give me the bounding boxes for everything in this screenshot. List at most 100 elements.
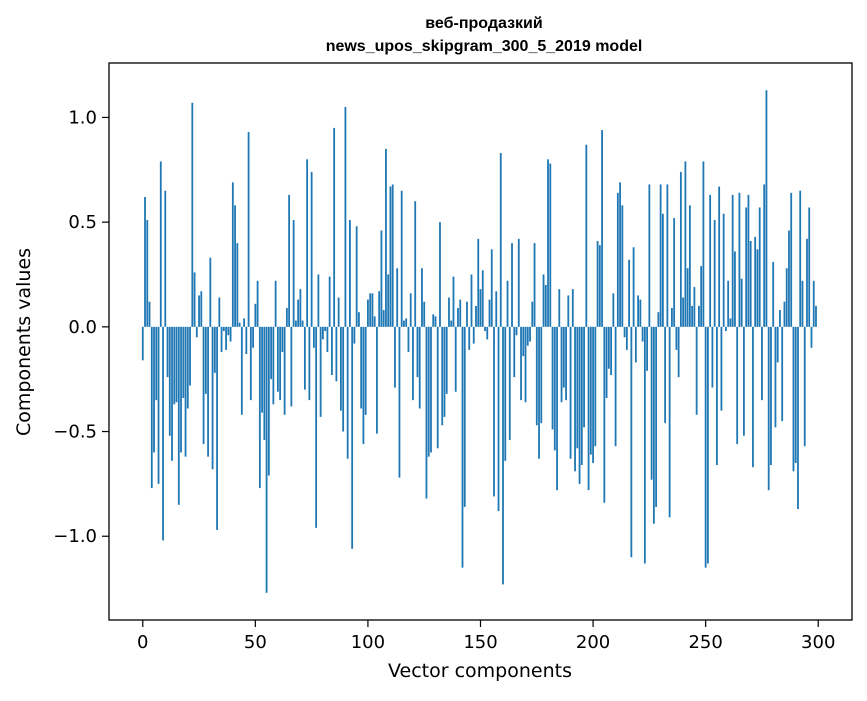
bar [427, 326, 430, 457]
bar [430, 326, 432, 453]
bar [153, 326, 155, 453]
bar [790, 192, 793, 327]
bar [141, 326, 144, 361]
bar [632, 247, 635, 327]
bar [709, 194, 712, 327]
bar [623, 326, 626, 338]
bar [650, 326, 653, 480]
bar [454, 326, 457, 392]
bar [481, 270, 484, 327]
bar [328, 276, 331, 327]
bar [679, 171, 682, 327]
bar [279, 326, 282, 401]
bar [301, 320, 304, 327]
bar [218, 297, 221, 327]
bar [186, 326, 189, 409]
y-tick-label: −1.0 [53, 526, 97, 547]
bar [673, 217, 676, 327]
bar [511, 243, 513, 327]
bar [668, 326, 671, 518]
bar [754, 236, 757, 327]
bar [553, 326, 556, 451]
bar [360, 326, 363, 409]
bar [479, 289, 482, 327]
bar [267, 326, 270, 476]
bar [783, 301, 786, 327]
bar [184, 326, 187, 457]
bar [403, 320, 405, 327]
bar [216, 326, 218, 530]
bar [285, 308, 288, 327]
bar [529, 326, 531, 342]
bar [801, 280, 804, 327]
bar [803, 326, 806, 447]
bar [303, 326, 306, 390]
bar [493, 326, 495, 497]
bar [702, 161, 705, 327]
bar [630, 326, 633, 558]
bar [556, 326, 558, 491]
bar [713, 220, 716, 327]
bar [238, 322, 241, 327]
bar [385, 148, 387, 327]
bar [222, 326, 225, 332]
bar [202, 326, 205, 445]
bar [324, 326, 327, 332]
bar [439, 222, 441, 327]
bar [394, 326, 396, 388]
bar [288, 194, 291, 327]
bar [337, 297, 340, 327]
bar [578, 326, 581, 484]
bar [610, 326, 612, 375]
bar [425, 326, 428, 499]
bar [598, 245, 601, 327]
bar [200, 291, 203, 327]
bar [763, 184, 766, 327]
bar [466, 301, 468, 327]
bar [761, 326, 763, 401]
bar [335, 326, 338, 382]
bar [806, 238, 808, 327]
bar [256, 280, 259, 327]
bar [373, 316, 376, 327]
bar [351, 326, 354, 549]
bar [396, 268, 399, 327]
bar [236, 243, 239, 327]
bar [601, 130, 603, 327]
bar [670, 308, 673, 327]
bar [229, 326, 232, 342]
bar [364, 326, 367, 415]
bar [376, 326, 378, 434]
bar [182, 326, 185, 399]
bar [758, 207, 761, 327]
bar [752, 326, 754, 468]
bar [634, 326, 637, 363]
bar [245, 326, 248, 355]
bar [720, 326, 723, 411]
bar [517, 238, 520, 327]
bar [495, 291, 498, 327]
bar [621, 205, 624, 327]
bar [486, 326, 489, 340]
bar [472, 326, 475, 344]
bar [254, 303, 257, 327]
bar [358, 312, 360, 327]
bar [666, 184, 669, 327]
bar [164, 190, 167, 327]
bar [468, 326, 471, 350]
bar [580, 326, 583, 466]
bar [677, 326, 680, 378]
x-tick-label: 300 [801, 632, 835, 653]
bar [344, 106, 347, 327]
bar [772, 261, 775, 327]
bar [797, 326, 799, 510]
bar [180, 326, 182, 453]
x-axis-label: Vector components [388, 660, 572, 682]
bar [711, 326, 714, 388]
bar [688, 205, 691, 327]
bar [776, 326, 779, 363]
bar [175, 326, 178, 403]
bar [265, 326, 268, 593]
bar [740, 278, 743, 327]
bar [306, 159, 309, 327]
